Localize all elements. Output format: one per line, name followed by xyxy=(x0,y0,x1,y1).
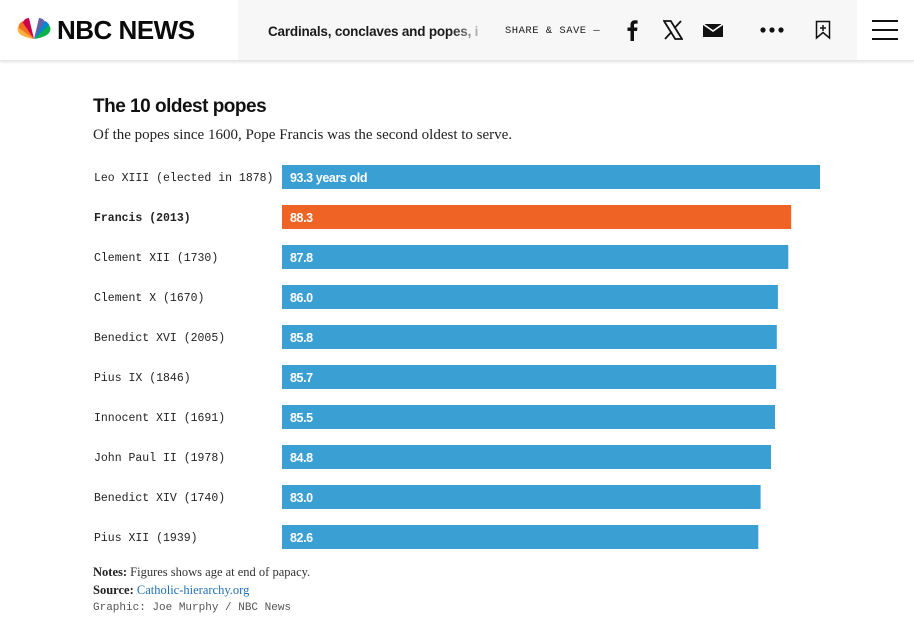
source-label: Source: xyxy=(93,583,134,597)
bar-category-label: Innocent XII (1691) xyxy=(94,412,225,425)
bar-value-label: 82.6 xyxy=(290,531,313,545)
more-icon xyxy=(760,27,784,33)
bar-value-label: 93.3 years old xyxy=(290,171,367,185)
bar xyxy=(282,525,759,549)
chart-subtitle: Of the popes since 1600, Pope Francis wa… xyxy=(93,127,513,143)
bar xyxy=(282,245,789,269)
bar xyxy=(282,445,771,469)
email-icon xyxy=(703,23,723,37)
x-icon xyxy=(663,20,683,40)
bookmark-icon xyxy=(815,20,831,40)
x-share-button[interactable] xyxy=(659,16,687,44)
graphic-credit: Graphic: Joe Murphy / NBC News xyxy=(93,602,292,614)
chart-title: The 10 oldest popes xyxy=(93,96,267,117)
share-save-label: SHARE & SAVE — xyxy=(505,25,601,37)
facebook-icon xyxy=(627,20,638,41)
bar-value-label: 86.0 xyxy=(290,291,313,305)
bar xyxy=(282,365,777,389)
article-headline[interactable]: Cardinals, conclaves and popes, i xyxy=(268,24,479,39)
bar-category-label: Benedict XIV (1740) xyxy=(94,492,225,505)
bar-value-label: 87.8 xyxy=(290,251,313,265)
save-bookmark-button[interactable] xyxy=(809,16,837,44)
bar-category-label: John Paul II (1978) xyxy=(94,452,225,465)
peacock-icon xyxy=(17,18,51,39)
bar xyxy=(282,165,820,189)
hamburger-menu-button[interactable] xyxy=(869,16,901,44)
source-link[interactable]: Catholic-hierarchy.org xyxy=(136,583,250,597)
chart-notes: Notes: Figures shows age at end of papac… xyxy=(93,564,310,581)
bar-category-label: Benedict XVI (2005) xyxy=(94,332,225,345)
bar-category-label: Leo XIII (elected in 1878) xyxy=(94,172,273,185)
notes-label: Notes: xyxy=(93,565,128,579)
bar-category-label: Francis (2013) xyxy=(94,212,191,225)
bar-value-label: 85.5 xyxy=(290,411,313,425)
more-share-button[interactable] xyxy=(758,16,786,44)
top-nav-bar: NBC NEWS Cardinals, conclaves and popes,… xyxy=(0,0,914,61)
bar-value-label: 84.8 xyxy=(290,451,313,465)
share-bar: Cardinals, conclaves and popes, i SHARE … xyxy=(238,0,857,60)
bar-value-label: 83.0 xyxy=(290,491,313,505)
bar-value-label: 85.7 xyxy=(290,371,313,385)
bar-category-label: Pius XII (1939) xyxy=(94,532,198,545)
bar-category-label: Pius IX (1846) xyxy=(94,372,191,385)
bar-value-label: 85.8 xyxy=(290,331,313,345)
nbc-news-logo[interactable]: NBC NEWS xyxy=(0,0,238,60)
bar-category-label: Clement X (1670) xyxy=(94,292,204,305)
bar xyxy=(282,285,778,309)
bar xyxy=(282,325,777,349)
headline-fade xyxy=(450,20,490,44)
chart-source: Source: Catholic-hierarchy.org xyxy=(93,582,249,599)
email-share-button[interactable] xyxy=(699,16,727,44)
bar-category-label: Clement XII (1730) xyxy=(94,252,218,265)
brand-name: NBC NEWS xyxy=(57,15,195,45)
bar xyxy=(282,405,775,429)
notes-text: Figures shows age at end of papacy. xyxy=(130,565,311,579)
bar-value-label: 88.3 xyxy=(290,211,313,225)
menu-icon xyxy=(872,20,898,40)
bar xyxy=(282,485,761,509)
bar xyxy=(282,205,792,229)
facebook-share-button[interactable] xyxy=(618,16,646,44)
